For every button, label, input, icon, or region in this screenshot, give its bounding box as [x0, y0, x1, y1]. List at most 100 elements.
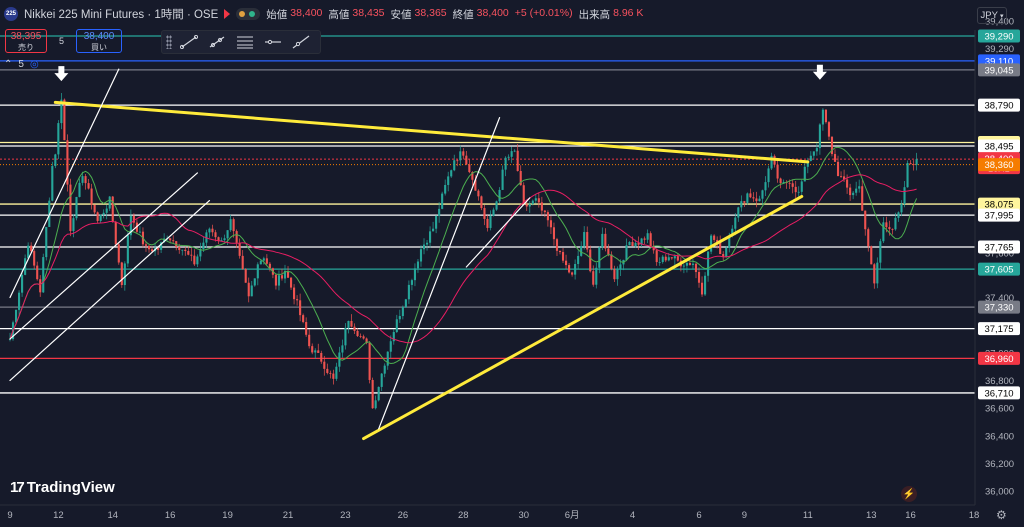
candle-body — [770, 155, 773, 169]
x-tick-label: 16 — [165, 510, 176, 521]
candle-body — [223, 238, 226, 241]
drag-handle-icon[interactable] — [166, 35, 172, 49]
candle-body — [190, 254, 193, 256]
gear-icon[interactable]: ⚙ — [996, 508, 1007, 522]
candle-body — [722, 254, 725, 257]
candle-body — [561, 252, 565, 261]
spread-value: 5 — [59, 36, 65, 46]
ray-tool-icon[interactable] — [206, 33, 228, 51]
candle-body — [619, 264, 622, 270]
candle-body — [380, 373, 383, 387]
candle-body — [646, 233, 649, 240]
tradingview-mark-icon: 17 — [10, 479, 25, 496]
level-price-label-bg — [978, 351, 1020, 365]
candle-body — [438, 208, 441, 216]
candle-body — [664, 256, 667, 261]
candle-body — [419, 249, 423, 262]
candle-body — [640, 238, 643, 245]
extended-line-tool-icon[interactable] — [290, 33, 312, 51]
flag-icon[interactable] — [224, 9, 231, 19]
candle-body — [740, 201, 743, 208]
buy-button[interactable]: 38,400 買い — [76, 29, 122, 53]
ohlc-key: 出来高 — [578, 8, 611, 21]
candle-body — [628, 242, 631, 246]
candle-body — [241, 255, 244, 270]
symbol-title[interactable]: Nikkei 225 Mini Futures · 1時間 · OSE — [24, 9, 219, 21]
candle-body — [362, 336, 365, 339]
ohlc-value: +5 (+0.01%) — [514, 6, 573, 19]
drawing-toolbar — [161, 30, 321, 54]
ohlc-values: 始値 38,400 高値 38,435 安値 38,365 終値 38,400 +5 (+0.0… — [266, 7, 646, 22]
candle-body — [909, 163, 912, 165]
trendline — [378, 117, 501, 430]
lightning-icon[interactable]: ⚡ — [901, 486, 917, 502]
candle-body — [311, 346, 314, 353]
level-price-label-bg — [978, 300, 1020, 314]
candle-body — [329, 372, 332, 374]
candle-body — [634, 243, 637, 246]
candle-body — [392, 332, 395, 342]
candle-body — [824, 109, 828, 123]
candle-body — [534, 198, 537, 201]
horizontal-line-tool-icon[interactable] — [262, 33, 284, 51]
market-status-icon[interactable] — [236, 8, 261, 20]
candle-body — [57, 123, 60, 155]
candle-body — [574, 263, 577, 275]
candle-body — [797, 191, 800, 193]
candle-body — [885, 222, 888, 228]
candle-body — [453, 160, 456, 171]
candle-body — [604, 233, 607, 249]
fib-tool-icon[interactable] — [234, 33, 256, 51]
candle-body — [217, 237, 220, 241]
brand-name: TradingView — [26, 479, 115, 496]
candle-body — [410, 280, 413, 285]
currency-selector[interactable]: JPY ▾ — [977, 7, 1007, 24]
candle-body — [404, 299, 407, 308]
chevron-up-icon[interactable]: ⌃ — [4, 59, 13, 70]
x-tick-label: 16 — [905, 510, 916, 521]
candle-body — [522, 185, 525, 205]
candle-body — [202, 242, 205, 250]
level-price-label: 39,290 — [984, 31, 1013, 42]
candle-body — [513, 150, 516, 152]
candle-body — [99, 214, 102, 221]
candle-body — [583, 232, 586, 247]
candle-body — [335, 366, 338, 379]
candle-body — [906, 163, 909, 188]
candle-body — [105, 208, 108, 213]
level-price-label-bg — [978, 197, 1020, 211]
x-tick-label: 9 — [742, 510, 747, 521]
y-tick-label: 39,290 — [985, 44, 1014, 55]
candle-body — [846, 179, 849, 188]
trendline — [9, 172, 198, 340]
candle-body — [238, 242, 241, 256]
candle-body — [72, 218, 75, 231]
candle-body — [710, 235, 713, 252]
candle-body — [365, 338, 368, 344]
candle-body — [262, 258, 265, 261]
candle-body — [471, 172, 474, 180]
orange-level-label-bg — [978, 158, 1020, 172]
candle-body — [682, 265, 685, 267]
candle-body — [700, 282, 704, 295]
indicator-toggle[interactable]: ⌃ 5 ◎ — [4, 59, 39, 70]
candle-body — [812, 151, 815, 156]
candle-body — [289, 277, 293, 288]
candle-body — [184, 249, 187, 251]
candle-body — [398, 316, 401, 320]
tradingview-logo[interactable]: 17 TradingView — [10, 479, 115, 496]
x-tick-label: 12 — [53, 510, 64, 521]
sell-button[interactable]: 38,395 売り — [5, 29, 47, 53]
trendline-tool-icon[interactable] — [178, 33, 200, 51]
candle-body — [704, 275, 707, 295]
candle-body — [480, 196, 483, 209]
level-price-label: 38,495 — [984, 141, 1013, 152]
candle-body — [465, 155, 468, 165]
indicator-icon[interactable]: ◎ — [29, 59, 39, 70]
x-tick-label: 4 — [630, 510, 635, 521]
candle-body — [283, 270, 287, 279]
candle-body — [93, 204, 96, 213]
trendline — [9, 200, 211, 382]
candle-body — [849, 187, 852, 196]
